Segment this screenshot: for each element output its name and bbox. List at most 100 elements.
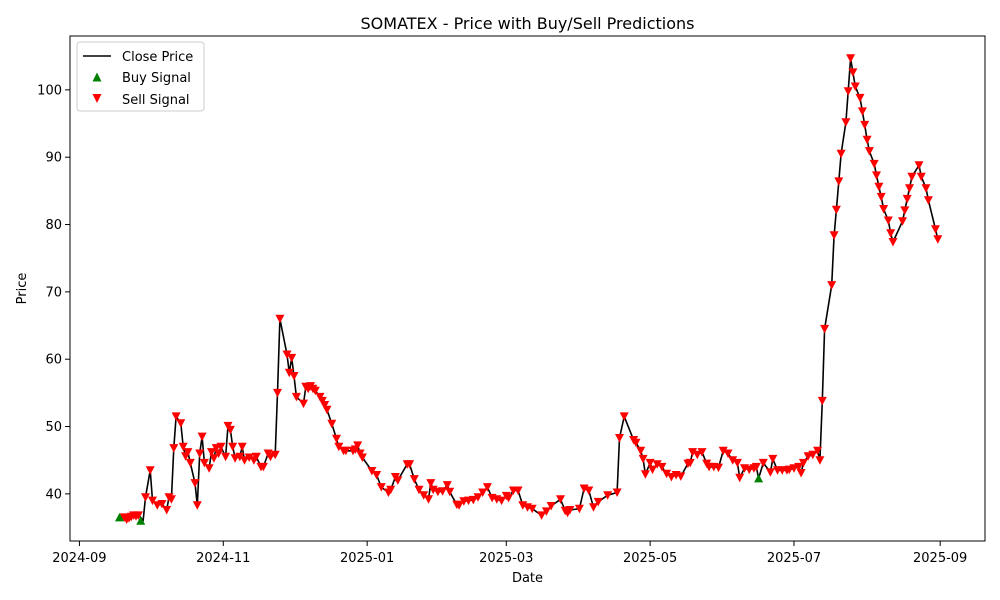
sell-signal-marker xyxy=(834,177,844,186)
sell-signal-marker xyxy=(631,438,641,448)
sell-signal-marker xyxy=(183,448,193,457)
sell-signal-marker xyxy=(185,458,195,468)
sell-signal-marker xyxy=(275,314,285,324)
sell-signal-marker xyxy=(207,448,216,457)
sell-signal-marker xyxy=(537,511,547,520)
sell-signal-marker xyxy=(714,463,723,473)
sell-signal-marker xyxy=(879,205,889,214)
legend-entry-sell-signal: Sell Signal xyxy=(122,93,190,108)
sell-signal-marker xyxy=(332,434,341,444)
sell-signal-marker xyxy=(197,432,207,442)
sell-signal-marker xyxy=(310,386,320,396)
sell-signal-marker xyxy=(907,172,917,182)
sell-signal-marker xyxy=(209,454,219,463)
sell-signal-marker xyxy=(615,434,624,443)
sell-signal-marker xyxy=(758,458,768,468)
sell-signal-marker xyxy=(732,458,742,468)
buy-signal-marker xyxy=(115,512,124,522)
sell-signal-marker xyxy=(751,462,761,472)
sell-signal-marker xyxy=(846,54,856,63)
sell-signal-marker xyxy=(728,456,738,465)
sell-signal-marker xyxy=(723,449,733,458)
sell-signal-marker xyxy=(931,225,940,234)
axis-ticks: 2024-09 2024-11 2025-01 2025-03 2025-05 2025-… xyxy=(37,83,967,566)
sell-signal-marker xyxy=(287,353,297,363)
sell-signal-marker xyxy=(393,476,403,485)
sell-signal-marker xyxy=(376,483,386,492)
sell-signal-marker xyxy=(796,469,806,478)
sell-signal-marker xyxy=(204,464,214,473)
sell-signal-marker xyxy=(862,135,872,145)
sell-signal-marker xyxy=(869,159,879,169)
sell-signal-marker xyxy=(768,454,778,464)
sell-signal-marker xyxy=(676,472,686,481)
sell-signal-marker xyxy=(546,502,556,511)
x-tick-label: 2025-05 xyxy=(623,551,677,566)
sell-signal-marker xyxy=(648,465,657,475)
sell-signal-marker xyxy=(692,450,702,460)
chart-title: SOMATEX - Price with Buy/Sell Prediction… xyxy=(361,14,695,33)
sell-signal-marker xyxy=(270,450,280,460)
sell-signal-marker xyxy=(640,470,650,479)
sell-signal-marker xyxy=(900,206,910,215)
x-axis-label: Date xyxy=(512,571,543,586)
sell-signal-marker xyxy=(190,479,200,488)
sell-signal-marker xyxy=(357,453,367,462)
sell-signal-marker xyxy=(322,405,332,415)
sell-signal-marker xyxy=(372,471,382,480)
sell-signal-marker xyxy=(652,460,662,469)
y-tick-label: 90 xyxy=(45,151,62,166)
sell-signal-marker xyxy=(864,147,874,156)
sell-signal-marker xyxy=(454,501,464,510)
sell-signal-marker xyxy=(923,196,933,205)
sell-signal-marker xyxy=(426,479,436,488)
sell-signal-marker xyxy=(468,495,478,505)
sell-signal-marker xyxy=(497,496,507,506)
sell-signal-marker xyxy=(541,507,551,516)
sell-signal-marker xyxy=(603,491,613,500)
sell-signal-marker xyxy=(589,503,598,512)
sell-signal-marker xyxy=(841,118,851,127)
sell-signal-marker xyxy=(171,412,181,421)
sell-signal-marker xyxy=(409,475,419,484)
sell-signal-marker xyxy=(176,419,186,428)
sell-signal-marker xyxy=(327,419,337,429)
buy-signal-marker xyxy=(754,473,764,483)
sell-signal-marker xyxy=(178,442,188,452)
sell-signal-marker xyxy=(933,235,943,244)
sell-signal-marker xyxy=(157,500,167,509)
sell-signal-marker xyxy=(808,450,818,460)
sell-signal-marker xyxy=(874,182,884,192)
legend-box xyxy=(76,41,205,112)
sell-signal-marker xyxy=(513,486,523,495)
sell-signal-marker xyxy=(445,487,455,497)
sell-signal-marker xyxy=(914,161,924,170)
sell-signal-marker xyxy=(619,412,629,421)
sell-signal-marker xyxy=(504,493,514,503)
sell-signal-marker xyxy=(798,458,808,468)
sell-signal-marker xyxy=(145,466,155,475)
sell-signal-marker xyxy=(612,488,622,497)
x-tick-label: 2025-09 xyxy=(913,551,967,566)
plot-area xyxy=(115,54,943,525)
x-tick-label: 2024-09 xyxy=(52,551,106,566)
x-tick-label: 2025-03 xyxy=(479,551,533,566)
sell-signal-marker xyxy=(817,396,827,406)
sell-signal-marker xyxy=(228,442,238,452)
sell-signal-marker xyxy=(266,452,275,462)
sell-signal-marker xyxy=(857,107,867,116)
sell-signal-marker xyxy=(216,442,226,452)
sell-signal-marker xyxy=(192,501,202,510)
sell-signal-marker xyxy=(872,171,881,180)
y-axis-label: Price xyxy=(15,273,30,305)
y-tick-label: 40 xyxy=(45,487,62,502)
sell-signal-marker xyxy=(199,458,209,468)
sell-signal-marker xyxy=(133,511,143,520)
sell-signal-marker xyxy=(141,493,150,502)
sell-signal-marker xyxy=(574,504,584,514)
sell-signal-marker xyxy=(820,324,830,334)
x-tick-label: 2024-11 xyxy=(196,551,250,566)
sell-signal-marker xyxy=(195,449,205,458)
sell-signal-marker xyxy=(353,441,363,450)
